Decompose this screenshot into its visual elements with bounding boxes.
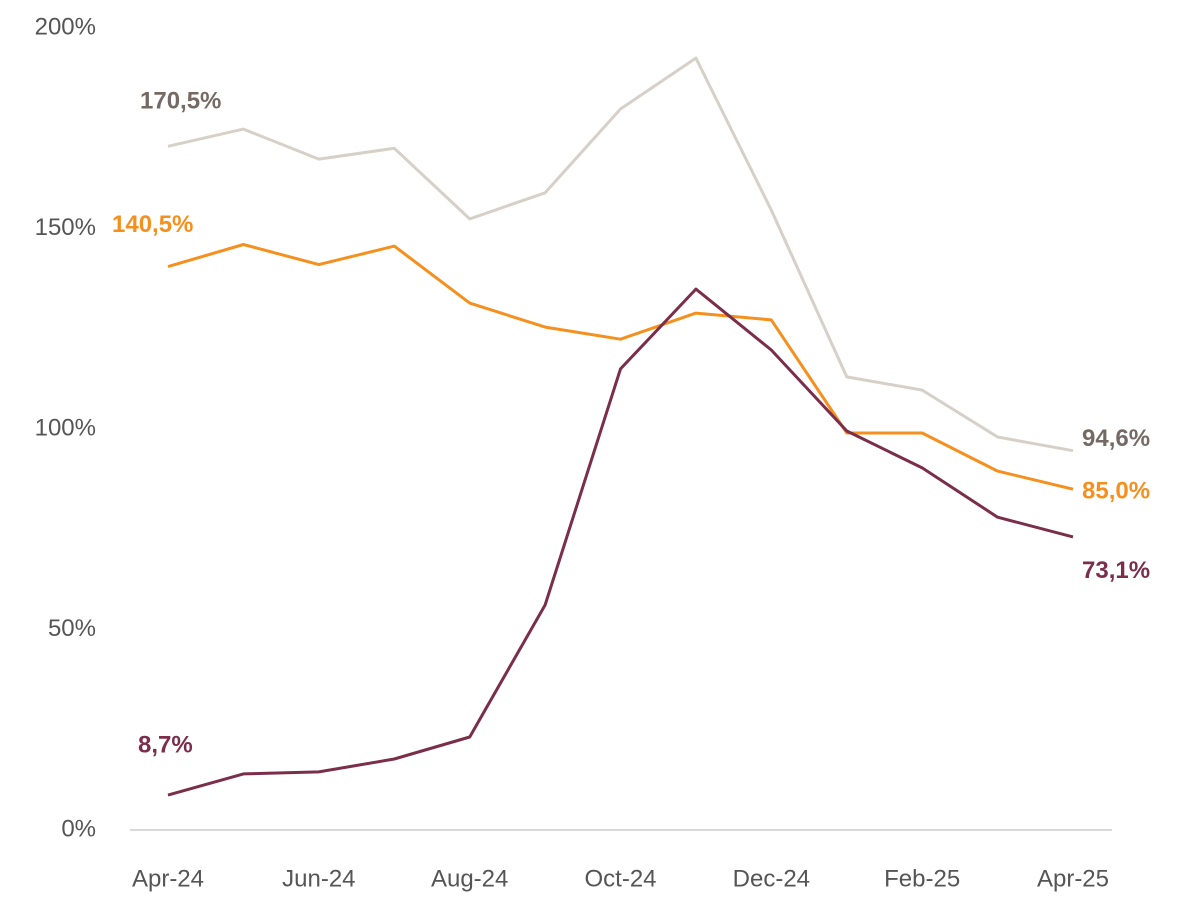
x-tick-label: Oct-24 [584,865,656,892]
x-tick-label: Aug-24 [431,865,508,892]
data-label: 8,7% [138,731,193,758]
data-label: 170,5% [140,88,221,115]
x-tick-label: Apr-24 [132,865,204,892]
x-tick-label: Jun-24 [282,865,355,892]
x-tick-label: Apr-25 [1037,865,1109,892]
data-label: 94,6% [1082,425,1150,452]
data-label: 73,1% [1082,557,1150,584]
data-label: 140,5% [112,211,193,238]
y-tick-label: 50% [48,615,96,642]
series-line [167,243,1074,491]
data-label: 85,0% [1082,477,1150,504]
series-line [167,56,1074,453]
y-tick-label: 100% [35,414,96,441]
x-tick-label: Dec-24 [733,865,810,892]
series-line [167,287,1074,797]
y-tick-label: 150% [35,214,96,241]
x-tick-label: Feb-25 [884,865,960,892]
y-tick-label: 200% [35,13,96,40]
y-tick-label: 0% [61,815,96,842]
